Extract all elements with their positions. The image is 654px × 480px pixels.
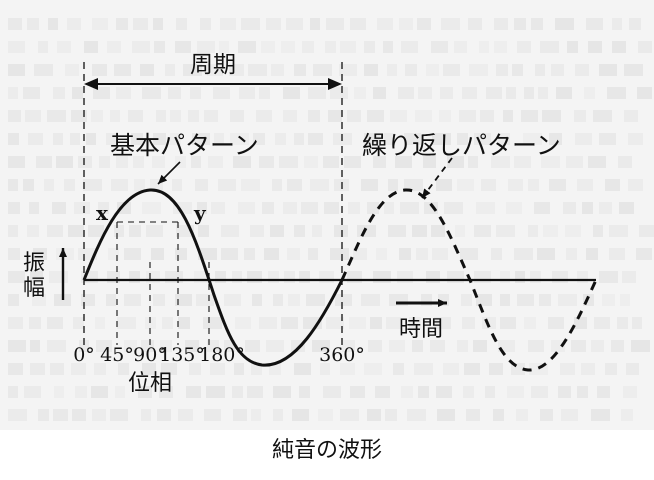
phase-tick-135: 135° [159, 344, 205, 366]
phase-tick-360: 360° [319, 344, 365, 366]
repeat-pattern-label: 繰り返しパターン [362, 131, 561, 160]
phase-label: 位相 [128, 371, 172, 396]
basic-pattern-pointer [157, 161, 181, 185]
point-x-label: x [96, 201, 109, 225]
time-label: 時間 [399, 317, 443, 342]
phase-tick-180: 180° [199, 344, 245, 366]
waveform-diagram: 周期 基本パターン 繰り返しパターン x y 振 幅 時間 位相 0° 45° … [23, 52, 598, 396]
book-page-background [0, 0, 654, 430]
phase-tick-0: 0° [73, 344, 95, 366]
phase-tick-45: 45° [100, 344, 134, 366]
point-y-label: y [193, 201, 207, 225]
phase-tick-90: 90° [133, 344, 167, 366]
repeat-pattern-pointer [421, 157, 453, 199]
figure-caption: 純音の波形 [271, 438, 382, 463]
basic-pattern-label: 基本パターン [110, 131, 259, 160]
repeat-pattern-wave [340, 188, 598, 372]
amplitude-label-top: 振 [23, 251, 45, 276]
period-arrow-right-head [328, 78, 342, 90]
basic-pattern-wave [82, 188, 344, 367]
period-arrow-left-head [84, 78, 98, 90]
amplitude-label-bottom: 幅 [23, 276, 45, 301]
period-label: 周期 [190, 52, 236, 78]
